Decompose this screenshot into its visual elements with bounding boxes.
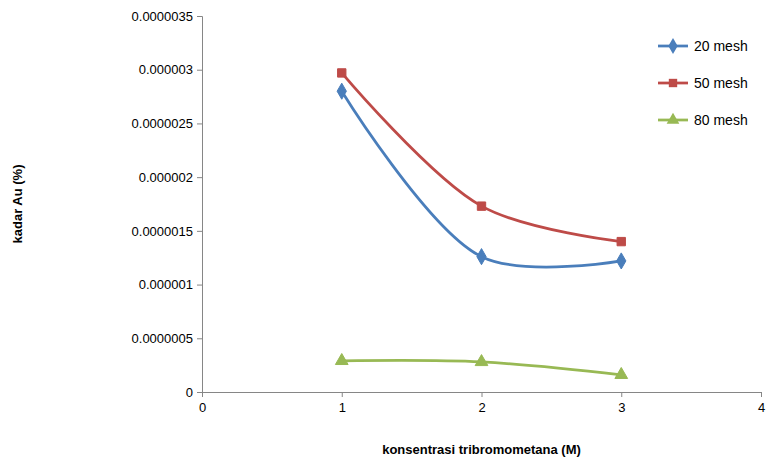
x-tick-label: 0 xyxy=(199,400,206,415)
y-tick-label: 0.0000025 xyxy=(132,116,193,131)
y-tick: 0.000001 xyxy=(139,277,202,292)
y-tick: 0 xyxy=(186,385,202,400)
x-tick: 3 xyxy=(618,392,625,415)
y-tick-mark xyxy=(197,70,202,71)
legend: 20 mesh 50 mesh 80 mesh xyxy=(658,38,748,128)
legend-item: 80 mesh xyxy=(658,112,748,128)
y-tick-label: 0.000003 xyxy=(139,62,193,77)
legend-marker xyxy=(668,38,677,54)
y-tick-label: 0.000001 xyxy=(139,277,193,292)
point xyxy=(337,83,346,99)
legend-label: 50 mesh xyxy=(694,75,748,91)
x-tick: 4 xyxy=(758,392,765,415)
x-tick: 1 xyxy=(339,392,346,415)
legend-item: 50 mesh xyxy=(658,75,748,91)
series-line xyxy=(342,91,622,267)
y-tick-mark xyxy=(197,285,202,286)
x-axis: 0 1 2 3 4 xyxy=(199,392,765,415)
x-tick-mark xyxy=(621,392,622,397)
point xyxy=(617,237,625,245)
y-axis: 0 0.0000005 0.000001 0.0000015 0.000002 0.000… xyxy=(132,9,203,400)
y-tick: 0.0000035 xyxy=(132,9,202,24)
point xyxy=(475,355,488,366)
y-tick-mark xyxy=(197,231,202,232)
y-tick-label: 0.0000005 xyxy=(132,331,193,346)
x-tick-mark xyxy=(342,392,343,397)
x-tick-label: 3 xyxy=(618,400,625,415)
y-axis-line xyxy=(197,17,203,393)
series-group xyxy=(335,69,627,379)
y-tick-mark xyxy=(197,123,202,124)
x-tick: 0 xyxy=(199,392,206,415)
y-axis-title: kadar Au (%) xyxy=(10,165,25,244)
plot: 0 1 2 3 4 0 0.0000005 0.000001 0.0000015 0.000002… xyxy=(132,9,766,416)
y-tick: 0.0000025 xyxy=(132,116,202,131)
x-tick-label: 1 xyxy=(339,400,346,415)
point xyxy=(338,69,346,77)
y-tick-mark xyxy=(197,16,202,17)
point xyxy=(615,367,628,378)
x-axis-title: konsentrasi tribromometana (M) xyxy=(382,442,581,457)
x-axis-line xyxy=(203,393,762,398)
x-tick-mark xyxy=(482,392,483,397)
chart: 0 1 2 3 4 0 0.0000005 0.000001 0.0000015 0.000002… xyxy=(0,0,774,466)
legend-marker xyxy=(669,79,677,87)
series-line xyxy=(342,73,622,242)
x-tick-label: 2 xyxy=(478,400,485,415)
y-tick-mark xyxy=(197,177,202,178)
legend-label: 20 mesh xyxy=(694,38,748,54)
legend-marker xyxy=(667,113,680,124)
y-tick: 0.0000005 xyxy=(132,331,202,346)
point xyxy=(617,253,626,269)
x-tick: 2 xyxy=(478,392,485,415)
y-tick-mark xyxy=(197,338,202,339)
y-tick-label: 0.0000035 xyxy=(132,9,193,24)
y-tick: 0.0000015 xyxy=(132,224,202,239)
y-tick-label: 0.000002 xyxy=(139,170,193,185)
point xyxy=(335,354,348,365)
y-tick-label: 0.0000015 xyxy=(132,224,193,239)
y-tick-mark xyxy=(197,392,202,393)
x-tick-label: 4 xyxy=(758,400,765,415)
legend-label: 80 mesh xyxy=(694,112,748,128)
x-tick-mark xyxy=(761,392,762,397)
y-tick: 0.000002 xyxy=(139,170,202,185)
point xyxy=(477,249,486,265)
legend-item: 20 mesh xyxy=(658,38,748,54)
point xyxy=(477,202,485,210)
y-tick-label: 0 xyxy=(186,385,193,400)
y-tick: 0.000003 xyxy=(139,62,202,77)
